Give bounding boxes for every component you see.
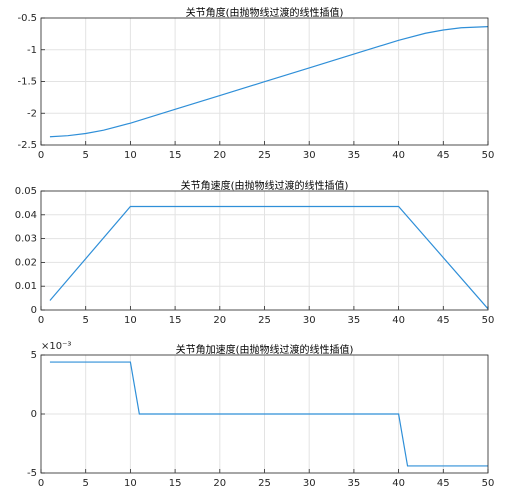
- x-tick-label: 45: [437, 478, 450, 489]
- x-tick-label: 20: [213, 478, 226, 489]
- x-tick-label: 10: [124, 150, 137, 161]
- axis-multiplier: ×10⁻³: [41, 341, 71, 352]
- y-tick-label: -0.5: [17, 13, 37, 24]
- x-tick-label: 5: [83, 478, 89, 489]
- y-tick-label: 0.02: [15, 257, 37, 268]
- y-tick-label: 0.01: [15, 281, 37, 292]
- y-tick-label: -2: [27, 108, 37, 119]
- y-tick-label: -1.5: [17, 77, 37, 88]
- plot-frame: [40, 354, 489, 474]
- x-tick-label: 25: [258, 150, 271, 161]
- x-tick-label: 0: [38, 315, 44, 326]
- x-tick-label: 35: [348, 150, 361, 161]
- y-tick-label: 0.05: [15, 186, 37, 197]
- x-tick-label: 10: [124, 315, 137, 326]
- x-tick-label: 40: [392, 478, 405, 489]
- data-line: [49, 205, 488, 310]
- y-tick-label: 5: [31, 350, 37, 361]
- x-tick-label: 50: [482, 478, 495, 489]
- x-tick-label: 45: [437, 315, 450, 326]
- plot-frame: [40, 190, 489, 311]
- x-tick-label: 30: [303, 478, 316, 489]
- x-tick-label: 5: [83, 315, 89, 326]
- x-tick-label: 35: [348, 315, 361, 326]
- x-tick-label: 0: [38, 478, 44, 489]
- x-tick-label: 5: [83, 150, 89, 161]
- x-tick-label: 50: [482, 315, 495, 326]
- data-line: [49, 361, 488, 467]
- x-tick-label: 25: [258, 315, 271, 326]
- plot-frame: [40, 17, 489, 146]
- x-tick-label: 40: [392, 150, 405, 161]
- x-tick-label: 30: [303, 315, 316, 326]
- chart-title: 关节角速度(由抛物线过渡的线性插值): [181, 179, 349, 192]
- x-tick-label: 20: [213, 150, 226, 161]
- x-tick-label: 25: [258, 478, 271, 489]
- data-line: [49, 26, 488, 138]
- x-tick-label: 15: [169, 478, 182, 489]
- chart-title: 关节角度(由抛物线过渡的线性插值): [186, 6, 344, 19]
- chart-title: 关节角加速度(由抛物线过渡的线性插值): [176, 343, 354, 356]
- y-tick-label: 0: [31, 305, 37, 316]
- x-tick-label: 10: [124, 478, 137, 489]
- y-tick-label: 0: [31, 409, 37, 420]
- x-tick-label: 40: [392, 315, 405, 326]
- y-tick-label: 0.04: [15, 210, 37, 221]
- y-tick-label: -5: [27, 468, 37, 479]
- x-tick-label: 20: [213, 315, 226, 326]
- x-tick-label: 35: [348, 478, 361, 489]
- x-tick-label: 15: [169, 315, 182, 326]
- x-tick-label: 50: [482, 150, 495, 161]
- y-tick-label: 0.03: [15, 234, 37, 245]
- x-tick-label: 45: [437, 150, 450, 161]
- x-tick-label: 0: [38, 150, 44, 161]
- y-tick-label: -2.5: [17, 140, 37, 151]
- x-tick-label: 30: [303, 150, 316, 161]
- y-tick-label: -1: [27, 45, 37, 56]
- x-tick-label: 15: [169, 150, 182, 161]
